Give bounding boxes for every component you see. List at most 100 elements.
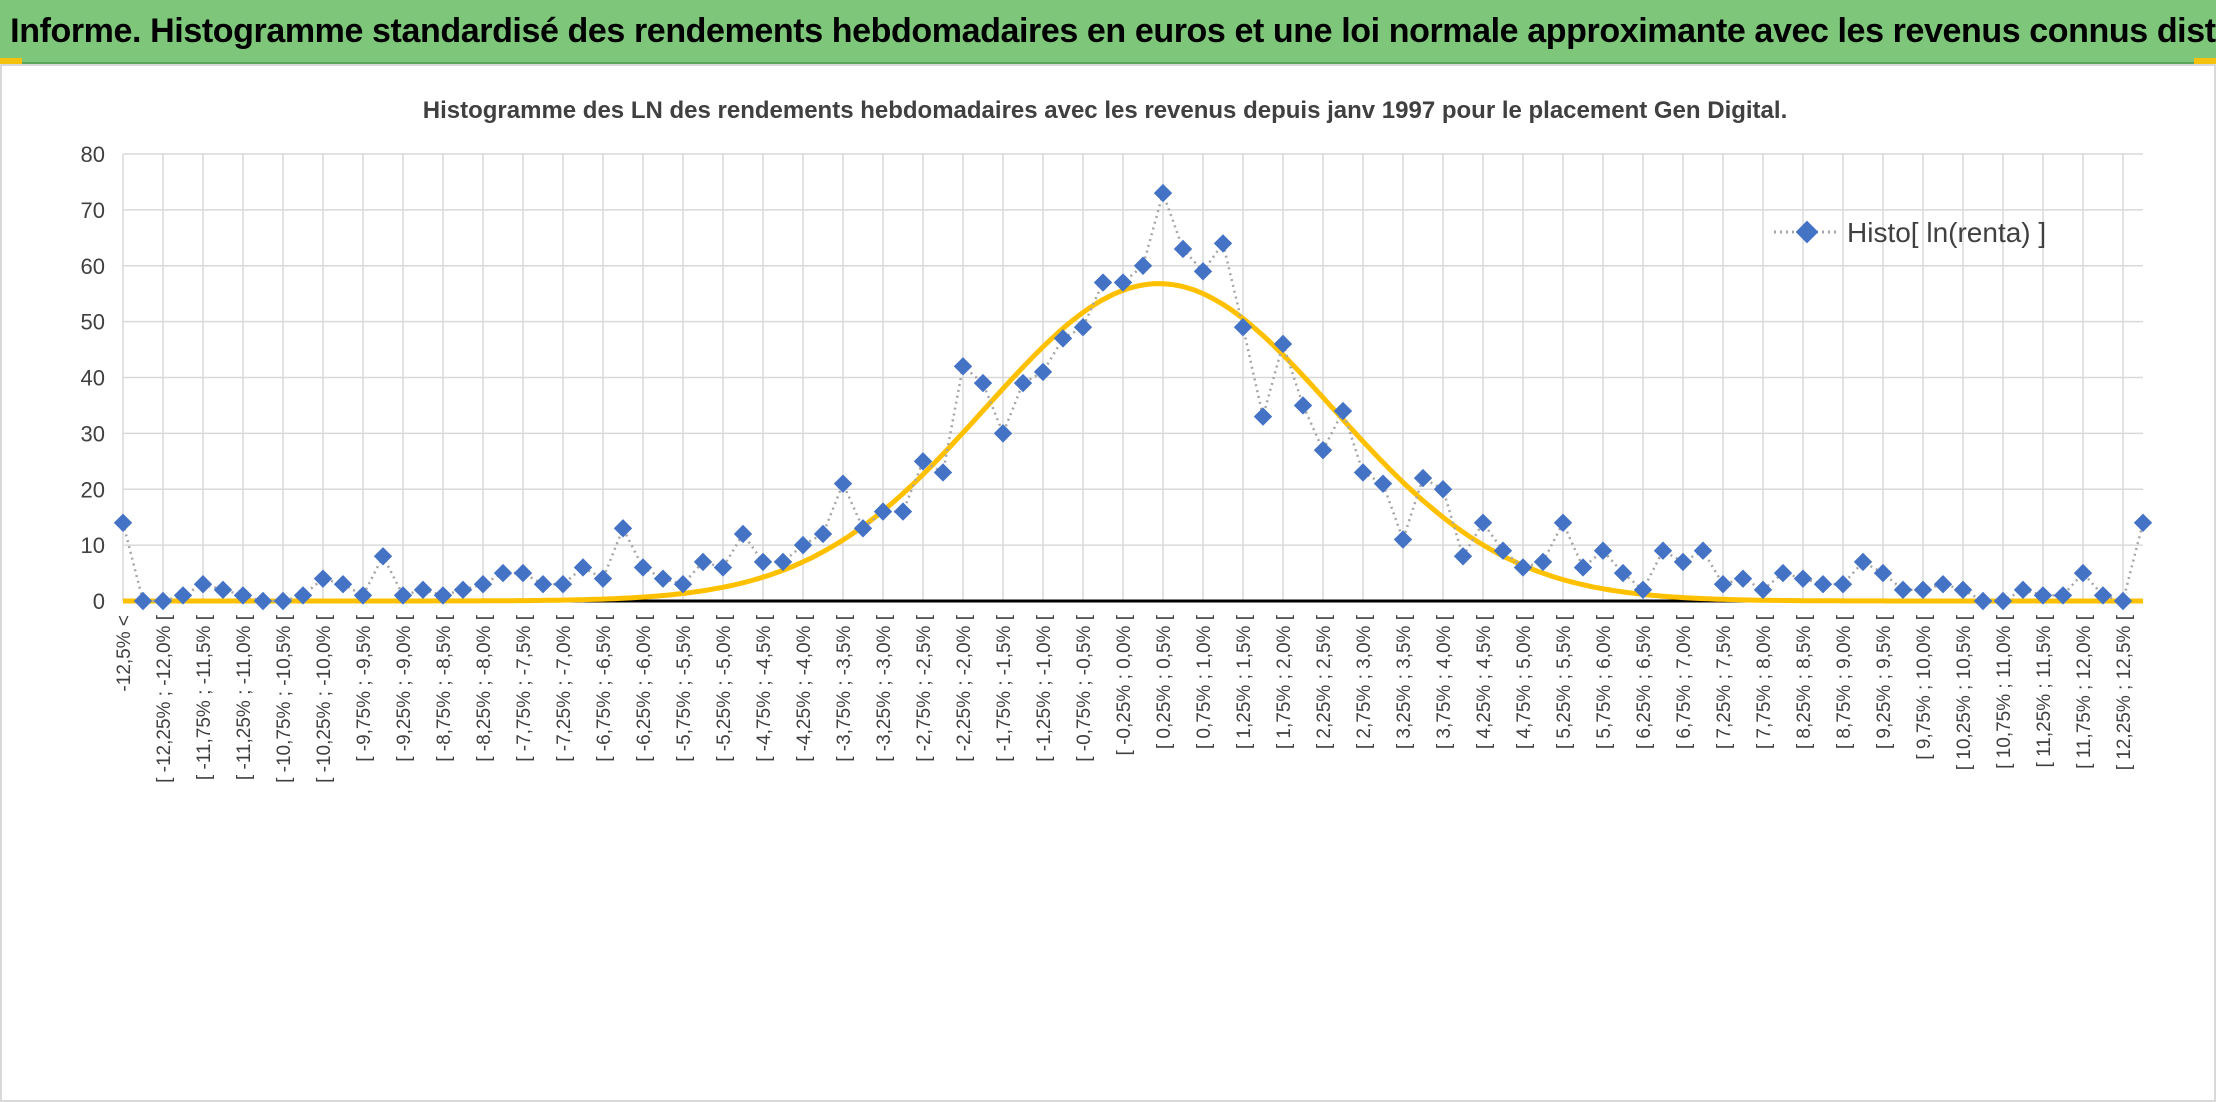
x-tick-label: [ 4,25% ; 4,5% [ xyxy=(1474,614,1495,749)
histo-point xyxy=(2053,586,2073,605)
histo-point xyxy=(713,558,733,577)
x-tick-label: [ 6,75% ; 7,0% [ xyxy=(1674,614,1695,749)
x-tick-label: [ -3,25% ; -3,0% [ xyxy=(874,614,895,762)
x-tick-label: -12,5% < xyxy=(114,615,135,692)
x-tick-label: [ 8,25% ; 8,5% [ xyxy=(1794,614,1815,749)
histo-point xyxy=(1293,396,1313,415)
y-tick-label: 20 xyxy=(81,477,105,502)
x-tick-label: [ 7,75% ; 8,0% [ xyxy=(1754,614,1775,749)
y-tick-label: 0 xyxy=(93,589,105,614)
histo-point xyxy=(1893,580,1913,600)
histo-point xyxy=(373,547,393,566)
histo-point xyxy=(1593,541,1613,560)
histo-point xyxy=(793,535,813,555)
histo-point xyxy=(2033,586,2053,605)
report-title: ADAM Informe. Histogramme standardisé de… xyxy=(0,11,2216,50)
histo-point xyxy=(1053,329,1073,348)
x-tick-label: [ -2,75% ; -2,5% [ xyxy=(914,614,935,762)
y-tick-label: 40 xyxy=(81,366,105,391)
histo-point xyxy=(1973,591,1993,611)
histo-point xyxy=(1013,373,1033,393)
y-tick-label: 60 xyxy=(81,254,105,279)
histo-point xyxy=(1953,580,1973,600)
x-tick-label: [ 1,75% ; 2,0% [ xyxy=(1274,614,1295,749)
histo-point xyxy=(1713,575,1733,594)
x-tick-label: [ -12,25% ; -12,0% [ xyxy=(154,614,175,783)
x-tick-label: [ -4,75% ; -4,5% [ xyxy=(754,614,775,762)
x-tick-label: [ -8,25% ; -8,0% [ xyxy=(474,614,495,762)
x-tick-label: [ -5,75% ; -5,5% [ xyxy=(674,614,695,762)
y-tick-label: 80 xyxy=(81,142,105,167)
histo-point xyxy=(273,591,293,611)
histo-point xyxy=(1093,273,1113,292)
histo-point xyxy=(1933,575,1953,594)
histo-point xyxy=(633,558,653,577)
histo-point xyxy=(953,357,973,376)
histogram-chart: Histogramme des LN des rendements hebdom… xyxy=(81,97,2153,783)
histo-point xyxy=(1393,530,1413,549)
histo-point xyxy=(1333,401,1353,421)
histo-point xyxy=(173,586,193,605)
histo-point xyxy=(1853,552,1873,572)
x-tick-label: [ 5,75% ; 6,0% [ xyxy=(1594,614,1615,749)
histo-point xyxy=(1913,580,1933,600)
histo-point xyxy=(1553,513,1573,532)
histo-series-line xyxy=(121,188,2145,603)
y-tick-label: 70 xyxy=(81,198,105,223)
histo-point xyxy=(433,586,453,605)
histo-point xyxy=(2113,591,2133,611)
y-tick-label: 30 xyxy=(81,421,105,446)
x-tick-label: [ -7,75% ; -7,5% [ xyxy=(514,614,535,762)
x-tick-label: [ -9,75% ; -9,5% [ xyxy=(354,614,375,762)
histo-point xyxy=(1473,513,1493,532)
x-tick-label: [ -6,25% ; -6,0% [ xyxy=(634,614,655,762)
histo-point xyxy=(1373,474,1393,493)
histo-point xyxy=(1613,563,1633,583)
x-tick-label: [ 10,75% ; 11,0% [ xyxy=(1994,614,2015,769)
histo-point xyxy=(673,575,693,594)
report-banner: ADAM Informe. Histogramme standardisé de… xyxy=(0,0,2216,64)
histo-point xyxy=(513,563,533,583)
histo-point xyxy=(393,586,413,605)
histo-point xyxy=(333,575,353,594)
histo-point xyxy=(993,424,1013,443)
histo-point xyxy=(833,474,853,493)
histo-point xyxy=(553,575,573,594)
corner-accent-right xyxy=(2194,58,2216,64)
histo-point xyxy=(1533,552,1553,572)
x-tick-label: [ -0,75% ; -0,5% [ xyxy=(1074,614,1095,762)
x-tick-label: [ 10,25% ; 10,5% [ xyxy=(1954,614,1975,770)
histo-point xyxy=(733,524,753,544)
y-tick-label: 50 xyxy=(81,310,105,335)
histo-point xyxy=(933,463,953,482)
histo-point xyxy=(1733,569,1753,588)
x-tick-label: [ -8,75% ; -8,5% [ xyxy=(434,614,455,762)
x-tick-label: [ -3,75% ; -3,5% [ xyxy=(834,614,855,762)
histo-point xyxy=(2013,580,2033,600)
x-tick-label: [ 8,75% ; 9,0% [ xyxy=(1834,614,1855,749)
histo-point xyxy=(453,580,473,600)
histo-point xyxy=(233,586,253,605)
histo-point xyxy=(1313,440,1333,460)
histo-point xyxy=(1033,362,1053,382)
grid-lines xyxy=(122,153,2143,603)
histo-point xyxy=(2073,563,2093,583)
histo-point xyxy=(193,575,213,594)
x-tick-label: [ 0,25% ; 0,5% [ xyxy=(1154,614,1175,749)
histo-point xyxy=(1833,575,1853,594)
histo-point xyxy=(113,513,133,532)
histo-point xyxy=(1693,541,1713,560)
x-tick-label: [ -0,25% ; 0,0% [ xyxy=(1114,614,1135,755)
histo-point xyxy=(1993,591,2013,611)
legend-entry-histo: Histo[ ln(renta) ] xyxy=(1847,217,2046,248)
histo-point xyxy=(913,452,933,471)
histo-point xyxy=(253,591,273,611)
histo-point xyxy=(1793,569,1813,588)
x-tick-label: [ 2,75% ; 3,0% [ xyxy=(1354,614,1375,749)
x-tick-label: [ 5,25% ; 5,5% [ xyxy=(1554,614,1575,749)
x-tick-label: [ 12,25% ; 12,5% [ xyxy=(2114,614,2135,770)
histo-point xyxy=(693,552,713,572)
histo-point xyxy=(1193,262,1213,281)
histo-point xyxy=(1133,256,1153,275)
corner-accent-left xyxy=(0,58,22,64)
